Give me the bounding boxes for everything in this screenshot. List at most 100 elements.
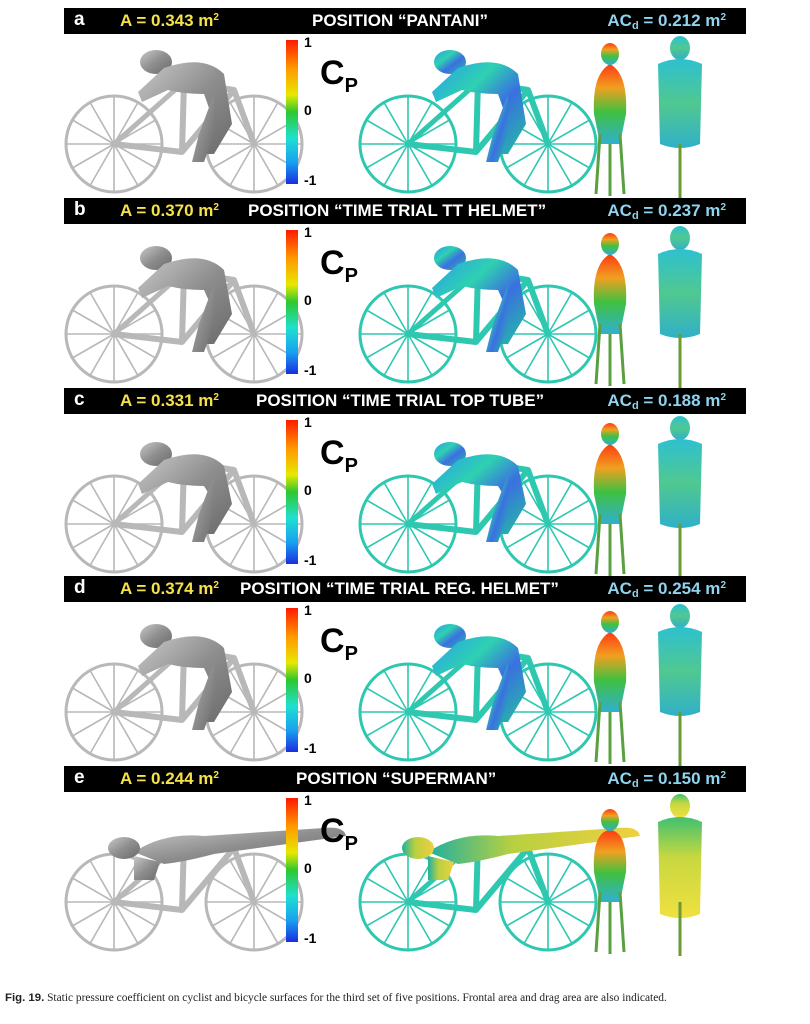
- panel-figure: 1 0 -1 CP: [64, 224, 746, 392]
- acd-unit-sup: 2: [720, 12, 726, 23]
- cfd-side-model: [358, 827, 640, 952]
- colorbar-title: CP: [320, 622, 358, 665]
- panel-letter: b: [74, 199, 86, 220]
- gray-model: [64, 246, 304, 384]
- cfd-back-view: [658, 604, 702, 766]
- cfd-front-view: [593, 233, 627, 386]
- colorbar: [286, 40, 298, 184]
- acd-sub: d: [631, 400, 639, 412]
- cfd-side-model: [358, 246, 598, 384]
- gray-model: [64, 442, 304, 574]
- colorbar-tick-zero: 0: [304, 102, 312, 118]
- panel-illustration: [64, 226, 702, 388]
- colorbar-tick-max: 1: [304, 34, 312, 50]
- colorbar-title-sub: P: [344, 75, 358, 97]
- colorbar-tick-zero: 0: [304, 670, 312, 686]
- acd-sub: d: [631, 20, 639, 32]
- position-title: POSITION “PANTANI”: [312, 11, 488, 30]
- colorbar: [286, 798, 298, 942]
- figure-caption: Fig. 19. Static pressure coefficient on …: [5, 992, 805, 1004]
- colorbar-tick-max: 1: [304, 792, 312, 808]
- cfd-front-view: [593, 423, 627, 576]
- drag-area: ACd = 0.150 m2: [607, 769, 726, 790]
- panel-figure: 1 0 -1 CP: [64, 792, 746, 960]
- panel-figure: 1 0 -1 CP: [64, 34, 746, 202]
- colorbar-title-sub: P: [344, 265, 358, 287]
- colorbar-tick-zero: 0: [304, 860, 312, 876]
- panel-illustration: [64, 416, 702, 578]
- drag-area: ACd = 0.212 m2: [607, 11, 726, 32]
- colorbar-tick-max: 1: [304, 414, 312, 430]
- colorbar-title: CP: [320, 244, 358, 287]
- panel-header: d A = 0.374 m2 POSITION “TIME TRIAL REG.…: [64, 576, 746, 602]
- colorbar-tick-zero: 0: [304, 482, 312, 498]
- position-title: POSITION “TIME TRIAL REG. HELMET”: [240, 579, 559, 598]
- panel-b: b A = 0.370 m2 POSITION “TIME TRIAL TT H…: [64, 198, 746, 392]
- cfd-back-view: [658, 416, 702, 578]
- position-title: POSITION “TIME TRIAL TT HELMET”: [248, 201, 547, 220]
- colorbar-tick-min: -1: [304, 740, 317, 756]
- cfd-back-view: [658, 794, 702, 956]
- cfd-back-view: [658, 36, 702, 198]
- cfd-front-view: [593, 611, 627, 764]
- panel-illustration: [64, 36, 702, 198]
- colorbar-title-sub: P: [344, 643, 358, 665]
- acd-unit-sup: 2: [720, 580, 726, 591]
- panel-letter: d: [74, 577, 86, 598]
- caption-text: Static pressure coefficient on cyclist a…: [44, 992, 667, 1004]
- panel-letter: c: [74, 389, 85, 410]
- colorbar-title-sub: P: [344, 455, 358, 477]
- panel-illustration: [64, 794, 702, 956]
- colorbar-tick-max: 1: [304, 602, 312, 618]
- area-unit-sup: 2: [213, 202, 219, 213]
- frontal-area: A = 0.370 m2: [120, 201, 219, 220]
- panel-letter: a: [74, 9, 85, 30]
- cfd-side-model: [358, 442, 598, 574]
- cfd-side-model: [358, 624, 598, 762]
- panel-figure: 1 0 -1 CP: [64, 414, 746, 582]
- frontal-area: A = 0.331 m2: [120, 391, 219, 410]
- panel-a: a A = 0.343 m2 POSITION “PANTANI” ACd = …: [64, 8, 746, 202]
- acd-unit-sup: 2: [720, 392, 726, 403]
- colorbar-title-sub: P: [344, 833, 358, 855]
- colorbar-tick-max: 1: [304, 224, 312, 240]
- acd-unit-sup: 2: [720, 202, 726, 213]
- cfd-side-model: [358, 50, 598, 194]
- drag-area: ACd = 0.254 m2: [607, 579, 726, 600]
- position-title: POSITION “SUPERMAN”: [296, 769, 497, 788]
- frontal-area: A = 0.244 m2: [120, 769, 219, 788]
- frontal-area: A = 0.343 m2: [120, 11, 219, 30]
- panel-figure: 1 0 -1 CP: [64, 602, 746, 770]
- area-unit-sup: 2: [213, 580, 219, 591]
- acd-sub: d: [631, 588, 639, 600]
- colorbar-tick-min: -1: [304, 552, 317, 568]
- panel-e: e A = 0.244 m2 POSITION “SUPERMAN” ACd =…: [64, 766, 746, 960]
- panel-c: c A = 0.331 m2 POSITION “TIME TRIAL TOP …: [64, 388, 746, 582]
- colorbar-tick-min: -1: [304, 172, 317, 188]
- panel-header: a A = 0.343 m2 POSITION “PANTANI” ACd = …: [64, 8, 746, 34]
- caption-label: Fig. 19.: [5, 992, 45, 1004]
- cfd-back-view: [658, 226, 702, 388]
- gray-model: [64, 50, 304, 194]
- colorbar-tick-zero: 0: [304, 292, 312, 308]
- frontal-area: A = 0.374 m2: [120, 579, 219, 598]
- colorbar-title: CP: [320, 434, 358, 477]
- panel-header: b A = 0.370 m2 POSITION “TIME TRIAL TT H…: [64, 198, 746, 224]
- colorbar: [286, 420, 298, 564]
- drag-area: ACd = 0.237 m2: [607, 201, 726, 222]
- colorbar-title: CP: [320, 54, 358, 97]
- gray-model: [64, 624, 304, 762]
- panel-illustration: [64, 604, 702, 766]
- area-unit-sup: 2: [213, 12, 219, 23]
- drag-area: ACd = 0.188 m2: [607, 391, 726, 412]
- cfd-front-view: [593, 43, 627, 196]
- area-unit-sup: 2: [213, 392, 219, 403]
- colorbar-tick-min: -1: [304, 930, 317, 946]
- position-title: POSITION “TIME TRIAL TOP TUBE”: [256, 391, 545, 410]
- colorbar: [286, 608, 298, 752]
- acd-unit-sup: 2: [720, 770, 726, 781]
- area-unit-sup: 2: [213, 770, 219, 781]
- panel-header: e A = 0.244 m2 POSITION “SUPERMAN” ACd =…: [64, 766, 746, 792]
- panel-letter: e: [74, 767, 85, 788]
- colorbar: [286, 230, 298, 374]
